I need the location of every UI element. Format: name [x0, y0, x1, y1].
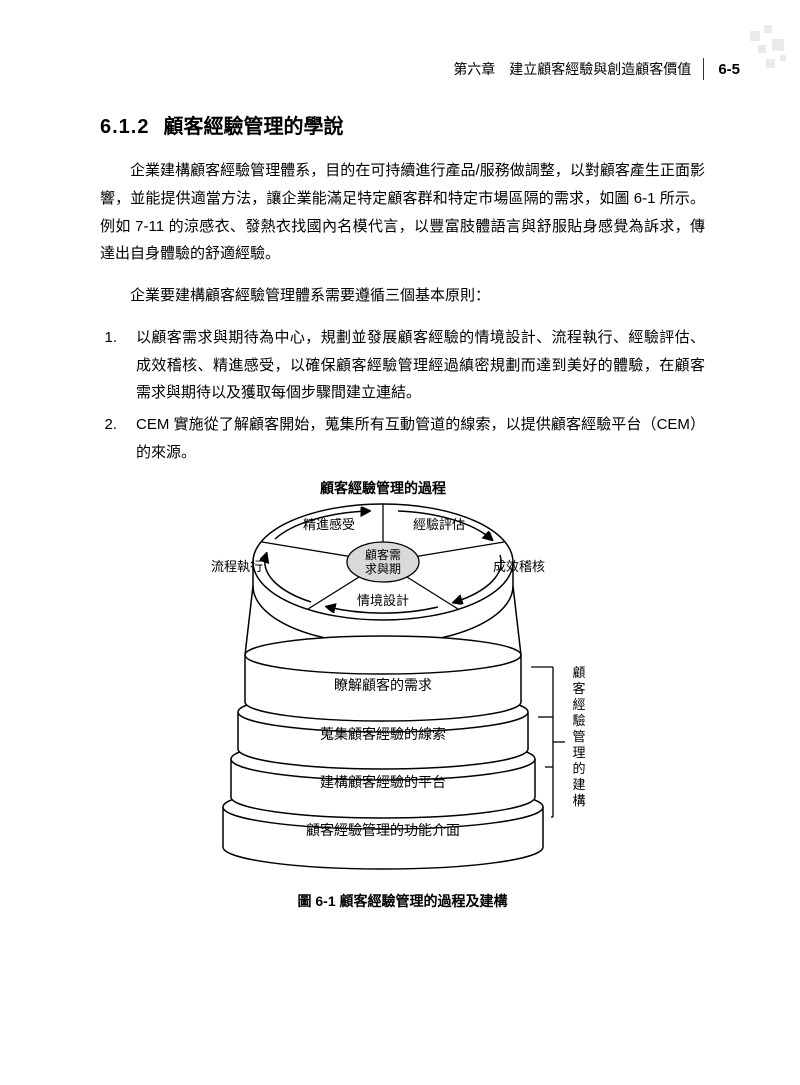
section-title-text: 顧客經驗管理的學說	[163, 116, 343, 138]
side-c9: 構	[572, 793, 585, 808]
page-number: 6-5	[708, 61, 740, 78]
side-c4: 驗	[572, 713, 585, 728]
section-number: 6.1.2	[100, 116, 149, 138]
list-item-1-text: 以顧客需求與期待為中心，規劃並發展顧客經驗的情境設計、流程執行、經驗評估、成效稽…	[136, 329, 705, 402]
side-c1: 顧	[572, 665, 585, 680]
diagram-top-title: 顧客經驗管理的過程	[320, 480, 446, 496]
list-item-2-number: 2.	[105, 411, 118, 439]
layer-1-label: 瞭解顧客的需求	[334, 677, 432, 693]
layer-3-label: 建構顧客經驗的平台	[320, 774, 446, 790]
layer-1: 瞭解顧客的需求	[245, 636, 521, 721]
chapter-label: 第六章 建立顧客經驗與創造顧客價值	[453, 59, 703, 79]
center-text-1: 顧客需	[364, 547, 400, 562]
side-c5: 管	[572, 729, 585, 744]
side-bracket	[531, 667, 565, 817]
side-c3: 經	[572, 697, 585, 712]
side-c2: 客	[572, 681, 585, 696]
layer-2-label: 蒐集顧客經驗的線索	[320, 726, 446, 742]
seg-left: 流程執行	[210, 559, 262, 574]
list-item-1-number: 1.	[105, 324, 118, 352]
side-c6: 理	[572, 745, 585, 760]
paragraph-2: 企業要建構顧客經驗管理體系需要遵循三個基本原則：	[100, 282, 705, 310]
side-c7: 的	[572, 761, 585, 776]
side-c8: 建	[572, 777, 585, 792]
side-label-group: 顧 客 經 驗 管 理 的 建 構	[572, 665, 585, 808]
layer-4-label: 顧客經驗管理的功能介面	[306, 822, 460, 838]
seg-top-left: 精進感受	[302, 517, 354, 532]
diagram-container: 顧客經驗管理的過程	[100, 477, 705, 911]
center-text-2: 求與期	[364, 562, 400, 576]
section-heading: 6.1.2 顧客經驗管理的學說	[100, 110, 705, 139]
list-item-2-text: CEM 實施從了解顧客開始，蒐集所有互動管道的線索，以提供顧客經驗平台（CEM）…	[136, 416, 705, 461]
cem-diagram: 顧客經驗管理的過程	[193, 477, 613, 877]
paragraph-1: 企業建構顧客經驗管理體系，目的在可持續進行產品/服務做調整，以對顧客產生正面影響…	[100, 157, 705, 268]
seg-right: 成效稽核	[493, 559, 545, 574]
seg-bottom: 情境設計	[356, 593, 408, 608]
figure-caption: 圖 6-1 顧客經驗管理的過程及建構	[297, 891, 507, 911]
header-divider	[703, 58, 704, 80]
principles-list: 1. 以顧客需求與期待為中心，規劃並發展顧客經驗的情境設計、流程執行、經驗評估、…	[100, 324, 705, 467]
main-content: 6.1.2 顧客經驗管理的學說 企業建構顧客經驗管理體系，目的在可持續進行產品/服…	[100, 110, 705, 911]
seg-top-right: 經驗評估	[412, 517, 464, 532]
page-header: 第六章 建立顧客經驗與創造顧客價值 6-5	[453, 58, 740, 80]
list-item-2: 2. CEM 實施從了解顧客開始，蒐集所有互動管道的線索，以提供顧客經驗平台（C…	[100, 411, 705, 467]
list-item-1: 1. 以顧客需求與期待為中心，規劃並發展顧客經驗的情境設計、流程執行、經驗評估、…	[100, 324, 705, 407]
